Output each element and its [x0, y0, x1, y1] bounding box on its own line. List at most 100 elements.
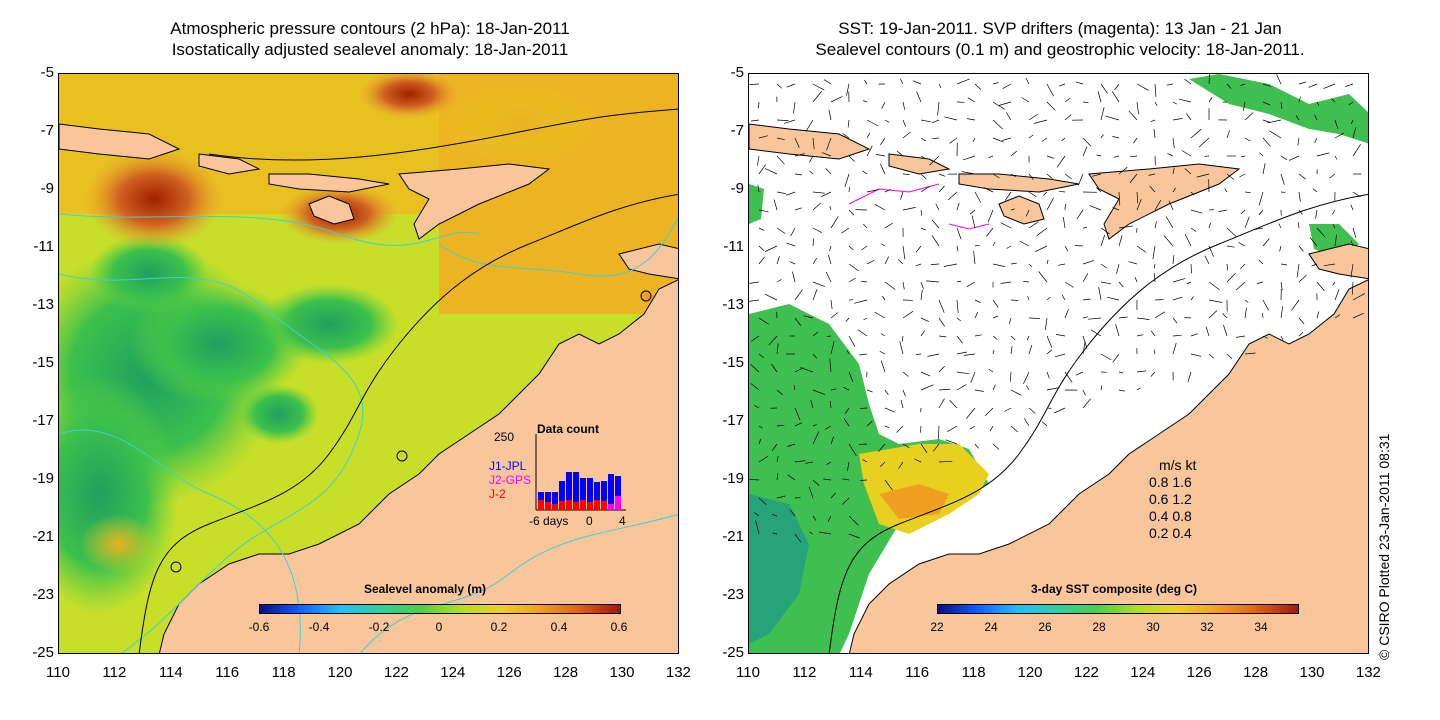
velocity-arrow [874, 203, 886, 211]
velocity-arrow [1226, 173, 1235, 180]
velocity-arrow [1178, 98, 1192, 103]
velocity-arrow [848, 263, 859, 272]
velocity-arrow [1154, 311, 1165, 319]
velocity-arrow [1334, 289, 1340, 301]
velocity-arrow [1054, 407, 1066, 414]
velocity-arrow [1208, 299, 1223, 303]
right-colorbar [937, 604, 1299, 614]
velocity-arrow [794, 317, 802, 327]
velocity-arrow [1100, 353, 1112, 361]
velocity-arrow [826, 461, 832, 465]
velocity-arrow [830, 216, 839, 229]
left-colorbar [259, 604, 621, 614]
velocity-arrow [1172, 101, 1177, 105]
left-cbar-lbl-6: 0.6 [610, 620, 628, 634]
velocity-arrow [857, 329, 868, 337]
inset-series-j1: J1-JPL [489, 459, 527, 473]
velocity-arrow [1000, 222, 1012, 229]
velocity-arrow [963, 353, 976, 356]
velocity-arrow [937, 101, 940, 116]
velocity-arrow [1078, 173, 1084, 186]
velocity-arrow [776, 191, 786, 194]
velocity-arrow [842, 497, 850, 505]
velocity-arrow [1036, 227, 1048, 236]
velocity-arrow [1028, 173, 1034, 181]
velocity-arrow [931, 219, 940, 229]
velocity-arrow [843, 387, 850, 391]
velocity-arrow [956, 335, 963, 344]
right-x-tick-8: 126 [1186, 664, 1212, 681]
velocity-arrow [1262, 312, 1264, 319]
velocity-arrow [1154, 101, 1158, 106]
velocity-arrow [1172, 317, 1178, 324]
velocity-arrow [937, 425, 940, 440]
right-cbar-lbl-1: 24 [984, 620, 998, 634]
velocity-arrow [896, 425, 904, 433]
velocity-arrow [1082, 273, 1089, 283]
velocity-arrow [932, 137, 940, 139]
velocity-arrow [1298, 245, 1304, 252]
velocity-arrow [920, 425, 922, 433]
velocity-arrow [1240, 209, 1246, 215]
velocity-arrow [920, 137, 926, 142]
right-x-tick-3: 116 [905, 664, 930, 681]
inset-bar-upper [580, 478, 586, 500]
velocity-arrow [1105, 115, 1120, 121]
velocity-arrow [1028, 191, 1037, 197]
inset-bar-upper [545, 492, 551, 502]
velocity-arrow [1224, 188, 1228, 193]
inset-bar-lower [615, 496, 621, 510]
velocity-arrow [1149, 185, 1156, 193]
right-x-tick-10: 130 [1299, 664, 1325, 681]
velocity-arrow [944, 116, 958, 121]
velocity-arrow [1258, 260, 1264, 265]
velocity-arrow [1118, 191, 1121, 206]
velocity-arrow [1196, 173, 1210, 178]
velocity-arrow [794, 173, 803, 176]
velocity-arrow [776, 279, 782, 283]
velocity-arrow [776, 456, 779, 463]
velocity-arrow [1352, 227, 1357, 238]
velocity-arrow [755, 520, 760, 535]
right-cbar-lbl-4: 30 [1146, 620, 1160, 634]
right-x-tick-11: 132 [1355, 664, 1381, 681]
velocity-arrow [1334, 155, 1338, 160]
velocity-arrow [750, 383, 760, 391]
velocity-arrow [758, 135, 768, 139]
velocity-arrow [1112, 207, 1120, 211]
velocity-arrow [794, 137, 800, 148]
velocity-arrow [1128, 261, 1138, 265]
velocity-arrow [765, 245, 778, 252]
velocity-arrow [749, 478, 760, 481]
velocity-arrow [794, 153, 805, 157]
velocity-arrow [938, 173, 946, 177]
velocity-arrow [956, 245, 959, 252]
velocity-arrow [828, 109, 832, 121]
sst-velocity-map [749, 74, 1368, 653]
velocity-arrow [842, 133, 850, 139]
velocity-arrow [776, 495, 786, 499]
velocity-arrow [974, 443, 979, 449]
velocity-arrow [1208, 310, 1218, 319]
velocity-arrow [860, 407, 868, 409]
inset-ymax: 250 [494, 430, 515, 444]
velocity-arrow [826, 335, 832, 337]
velocity-arrow [750, 119, 760, 122]
velocity-arrow [1010, 208, 1015, 211]
velocity-arrow [1239, 173, 1246, 178]
velocity-arrow [969, 209, 976, 215]
velocity-arrow [1172, 296, 1183, 301]
velocity-arrow [823, 478, 832, 481]
velocity-arrow [992, 335, 998, 340]
right-cbar-lbl-6: 34 [1254, 620, 1268, 634]
velocity-arrow [1226, 245, 1235, 248]
velocity-arrow [1280, 306, 1284, 319]
velocity-arrow [749, 299, 760, 302]
velocity-arrow [1010, 389, 1022, 396]
velocity-arrow [1118, 166, 1128, 175]
velocity-arrow [812, 288, 818, 301]
velocity-arrow [1061, 294, 1066, 301]
velocity-arrow [931, 235, 940, 247]
velocity-arrow [902, 389, 906, 397]
velocity-arrow [1314, 137, 1318, 144]
